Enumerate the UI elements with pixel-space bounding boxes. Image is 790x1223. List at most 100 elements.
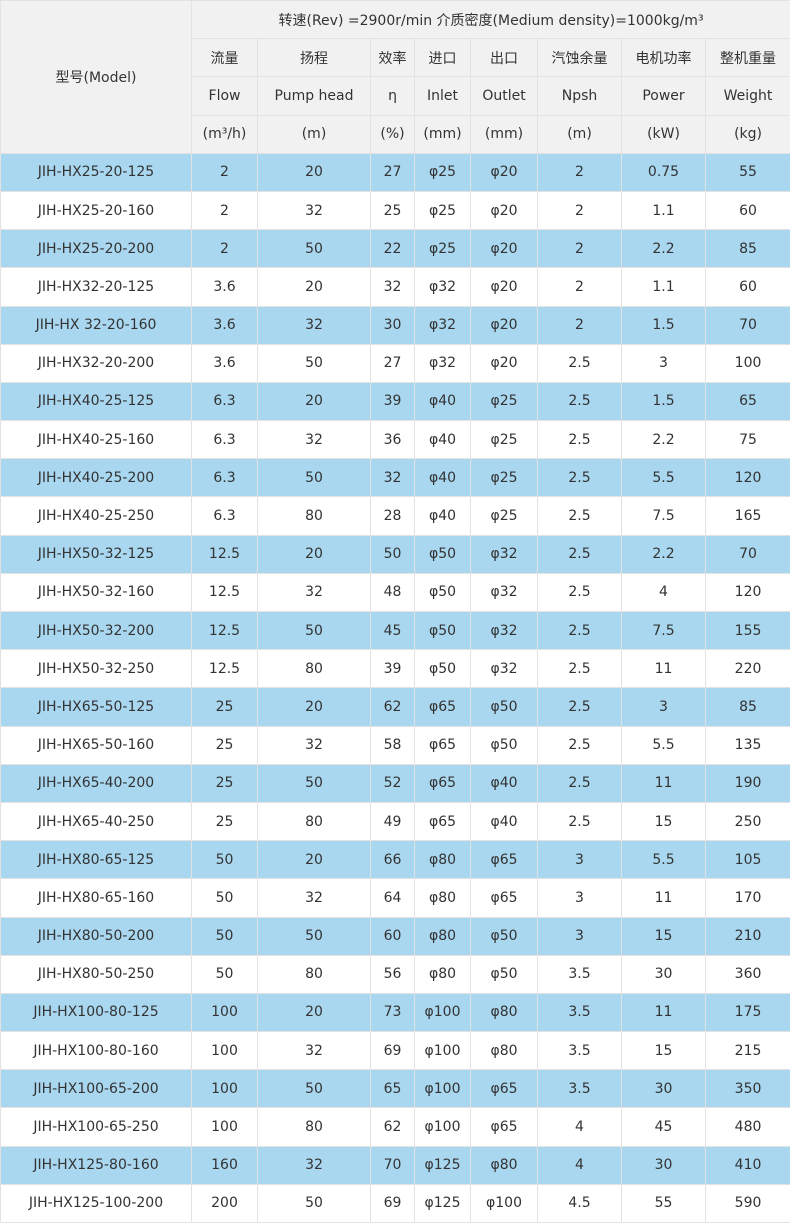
cell-npsh: 4: [538, 1108, 622, 1146]
cell-npsh: 2.5: [538, 382, 622, 420]
cell-pump-head: 50: [258, 917, 371, 955]
cell-flow: 6.3: [192, 382, 258, 420]
column-header-outlet-en: Outlet: [471, 77, 538, 115]
cell-inlet: φ65: [415, 688, 471, 726]
cell-pump-head: 50: [258, 1070, 371, 1108]
cell-model: JIH-HX80-50-250: [1, 955, 192, 993]
cell-flow: 2: [192, 191, 258, 229]
cell-flow: 3.6: [192, 268, 258, 306]
column-header-flow-unit: (m³/h): [192, 115, 258, 153]
cell-flow: 100: [192, 1070, 258, 1108]
cell-model: JIH-HX100-65-200: [1, 1070, 192, 1108]
cell-pump-head: 50: [258, 230, 371, 268]
cell-pump-head: 20: [258, 535, 371, 573]
cell-inlet: φ40: [415, 459, 471, 497]
cell-outlet: φ25: [471, 382, 538, 420]
cell-inlet: φ25: [415, 153, 471, 191]
cell-inlet: φ80: [415, 879, 471, 917]
cell-weight: 100: [706, 344, 790, 382]
cell-outlet: φ50: [471, 917, 538, 955]
column-header-npsh-en: Npsh: [538, 77, 622, 115]
cell-weight: 165: [706, 497, 790, 535]
cell-outlet: φ25: [471, 421, 538, 459]
cell-npsh: 2: [538, 153, 622, 191]
cell-npsh: 2.5: [538, 802, 622, 840]
cell-outlet: φ65: [471, 879, 538, 917]
cell-pump-head: 32: [258, 879, 371, 917]
cell-power: 1.1: [622, 191, 706, 229]
cell-weight: 590: [706, 1184, 790, 1222]
table-header: 型号(Model) 转速(Rev) =2900r/min 介质密度(Medium…: [1, 1, 790, 154]
cell-pump-head: 32: [258, 306, 371, 344]
cell-power: 11: [622, 993, 706, 1031]
cell-efficiency: 66: [371, 841, 415, 879]
column-header-flow-cn: 流量: [192, 39, 258, 77]
column-header-npsh-cn: 汽蚀余量: [538, 39, 622, 77]
cell-weight: 65: [706, 382, 790, 420]
cell-weight: 70: [706, 535, 790, 573]
cell-pump-head: 32: [258, 726, 371, 764]
cell-model: JIH-HX32-20-125: [1, 268, 192, 306]
column-header-outlet-cn: 出口: [471, 39, 538, 77]
cell-model: JIH-HX80-65-160: [1, 879, 192, 917]
cell-flow: 50: [192, 879, 258, 917]
cell-flow: 12.5: [192, 573, 258, 611]
cell-inlet: φ125: [415, 1146, 471, 1184]
cell-power: 11: [622, 764, 706, 802]
cell-efficiency: 62: [371, 688, 415, 726]
cell-model: JIH-HX125-100-200: [1, 1184, 192, 1222]
cell-npsh: 2.5: [538, 650, 622, 688]
cell-efficiency: 45: [371, 612, 415, 650]
cell-model: JIH-HX80-50-200: [1, 917, 192, 955]
cell-inlet: φ40: [415, 421, 471, 459]
cell-inlet: φ65: [415, 764, 471, 802]
cell-efficiency: 27: [371, 153, 415, 191]
cell-inlet: φ25: [415, 230, 471, 268]
cell-flow: 50: [192, 917, 258, 955]
cell-flow: 160: [192, 1146, 258, 1184]
cell-power: 30: [622, 955, 706, 993]
cell-model: JIH-HX 32-20-160: [1, 306, 192, 344]
cell-inlet: φ100: [415, 993, 471, 1031]
column-header-power-cn: 电机功率: [622, 39, 706, 77]
cell-model: JIH-HX25-20-160: [1, 191, 192, 229]
cell-efficiency: 32: [371, 459, 415, 497]
cell-flow: 6.3: [192, 497, 258, 535]
cell-pump-head: 20: [258, 268, 371, 306]
cell-inlet: φ40: [415, 497, 471, 535]
column-header-outlet-unit: (mm): [471, 115, 538, 153]
cell-flow: 100: [192, 993, 258, 1031]
cell-flow: 12.5: [192, 612, 258, 650]
cell-flow: 2: [192, 230, 258, 268]
cell-inlet: φ50: [415, 650, 471, 688]
cell-weight: 60: [706, 268, 790, 306]
cell-weight: 55: [706, 153, 790, 191]
column-header-pump-head-en: Pump head: [258, 77, 371, 115]
cell-pump-head: 50: [258, 764, 371, 802]
cell-flow: 100: [192, 1108, 258, 1146]
column-header-efficiency-unit: (%): [371, 115, 415, 153]
cell-inlet: φ32: [415, 306, 471, 344]
cell-efficiency: 56: [371, 955, 415, 993]
cell-npsh: 2.5: [538, 764, 622, 802]
cell-pump-head: 50: [258, 612, 371, 650]
cell-efficiency: 62: [371, 1108, 415, 1146]
cell-inlet: φ80: [415, 841, 471, 879]
cell-inlet: φ65: [415, 802, 471, 840]
column-header-weight-cn: 整机重量: [706, 39, 790, 77]
cell-power: 1.5: [622, 382, 706, 420]
cell-inlet: φ25: [415, 191, 471, 229]
cell-weight: 105: [706, 841, 790, 879]
cell-model: JIH-HX125-80-160: [1, 1146, 192, 1184]
